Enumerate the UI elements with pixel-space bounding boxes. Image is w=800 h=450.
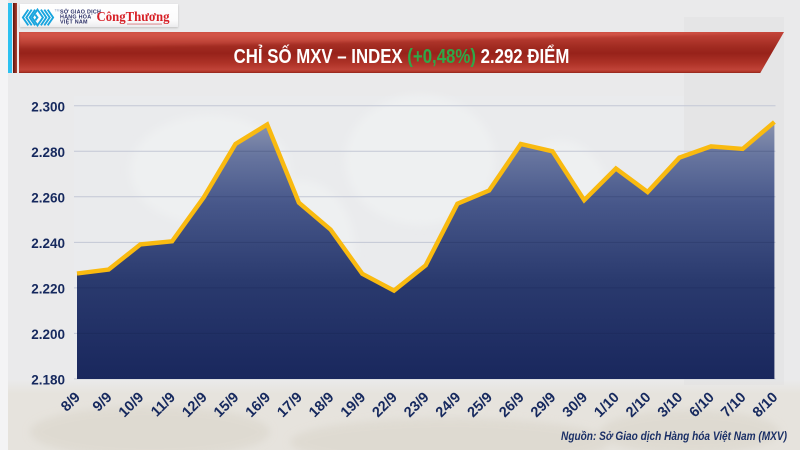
- svg-text:2.240: 2.240: [31, 236, 65, 251]
- svg-text:9/9: 9/9: [90, 390, 116, 416]
- svg-text:2.300: 2.300: [31, 99, 65, 114]
- svg-text:7/10: 7/10: [718, 390, 749, 421]
- svg-text:2.220: 2.220: [31, 281, 65, 296]
- svg-text:1/10: 1/10: [591, 390, 622, 421]
- svg-text:12/9: 12/9: [179, 390, 210, 421]
- svg-text:3/10: 3/10: [655, 390, 686, 421]
- svg-text:18/9: 18/9: [306, 390, 337, 421]
- svg-text:29/9: 29/9: [528, 390, 559, 421]
- svg-text:2.180: 2.180: [31, 372, 65, 387]
- svg-text:22/9: 22/9: [370, 390, 401, 421]
- svg-text:CôngThương: CôngThương: [97, 9, 170, 24]
- svg-text:VIỆT NAM: VIỆT NAM: [60, 18, 88, 26]
- svg-text:2.260: 2.260: [31, 190, 65, 205]
- svg-text:2.200: 2.200: [31, 327, 65, 342]
- svg-text:30/9: 30/9: [560, 390, 591, 421]
- svg-text:16/9: 16/9: [243, 390, 274, 421]
- svg-text:2.280: 2.280: [31, 145, 65, 160]
- svg-text:SỞ GIAO DỊCH: SỞ GIAO DỊCH: [60, 8, 101, 15]
- svg-text:19/9: 19/9: [338, 390, 369, 421]
- svg-text:2/10: 2/10: [623, 390, 654, 421]
- svg-text:10/9: 10/9: [116, 390, 147, 421]
- svg-text:15/9: 15/9: [211, 390, 242, 421]
- svg-text:26/9: 26/9: [496, 390, 527, 421]
- svg-text:TM: TM: [55, 9, 60, 13]
- svg-text:6/10: 6/10: [687, 390, 718, 421]
- svg-text:11/9: 11/9: [148, 390, 179, 421]
- svg-text:8/9: 8/9: [58, 390, 84, 416]
- svg-text:8/10: 8/10: [750, 390, 781, 421]
- svg-text:25/9: 25/9: [465, 390, 496, 421]
- svg-text:HÀNG HÓA: HÀNG HÓA: [60, 13, 91, 21]
- svg-text:23/9: 23/9: [401, 390, 432, 421]
- svg-text:24/9: 24/9: [433, 390, 464, 421]
- svg-text:17/9: 17/9: [274, 390, 305, 421]
